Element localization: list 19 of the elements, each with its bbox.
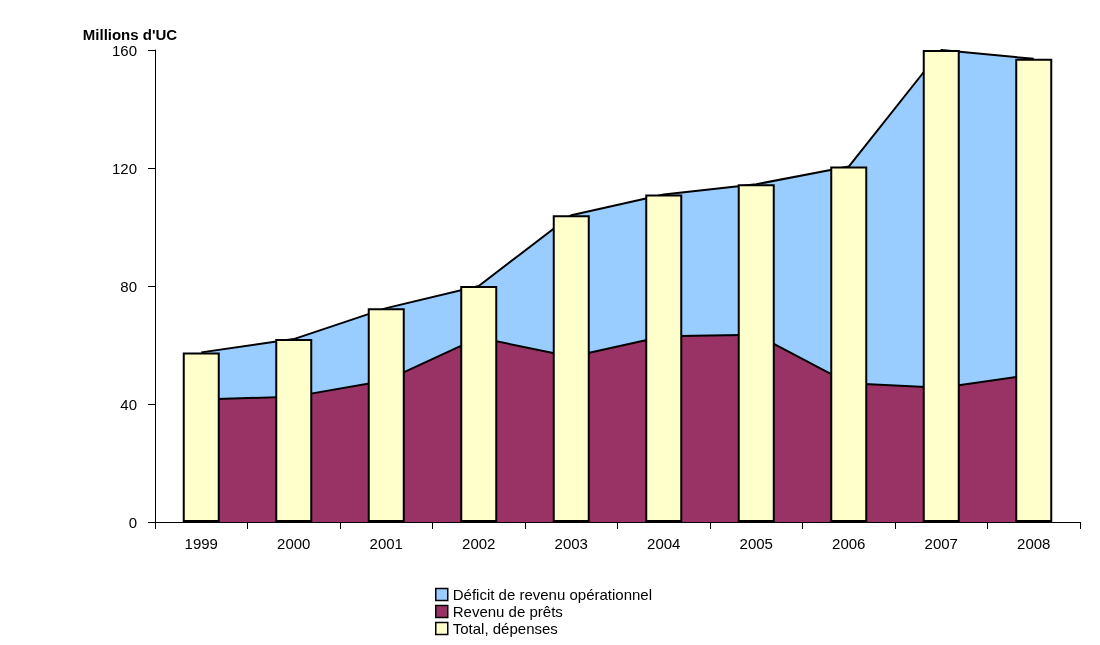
x-tick-label: 2002 bbox=[462, 535, 496, 552]
y-tick-label: 40 bbox=[120, 395, 137, 413]
legend-label: Revenu de prêts bbox=[452, 603, 563, 620]
x-tick-label: 2006 bbox=[832, 535, 866, 552]
y-axis-title: Millions d'UC bbox=[82, 26, 178, 43]
x-tick-label: 2004 bbox=[647, 535, 681, 552]
x-tick-label: 2001 bbox=[369, 535, 403, 552]
y-tick-label: 120 bbox=[111, 159, 137, 177]
x-tick-label: 2008 bbox=[1017, 535, 1051, 552]
x-tick-label: 2000 bbox=[277, 535, 311, 552]
y-tick-label: 80 bbox=[120, 277, 137, 295]
legend-label: Déficit de revenu opérationnel bbox=[452, 586, 653, 603]
x-tick-label: 1999 bbox=[184, 535, 218, 552]
y-tick-label: 0 bbox=[128, 513, 137, 531]
y-tick-label: 160 bbox=[111, 41, 137, 59]
x-tick-label: 2007 bbox=[924, 535, 958, 552]
x-tick-label: 2005 bbox=[739, 535, 773, 552]
x-tick-label: 2003 bbox=[554, 535, 588, 552]
legend-label: Total, dépenses bbox=[452, 620, 558, 637]
